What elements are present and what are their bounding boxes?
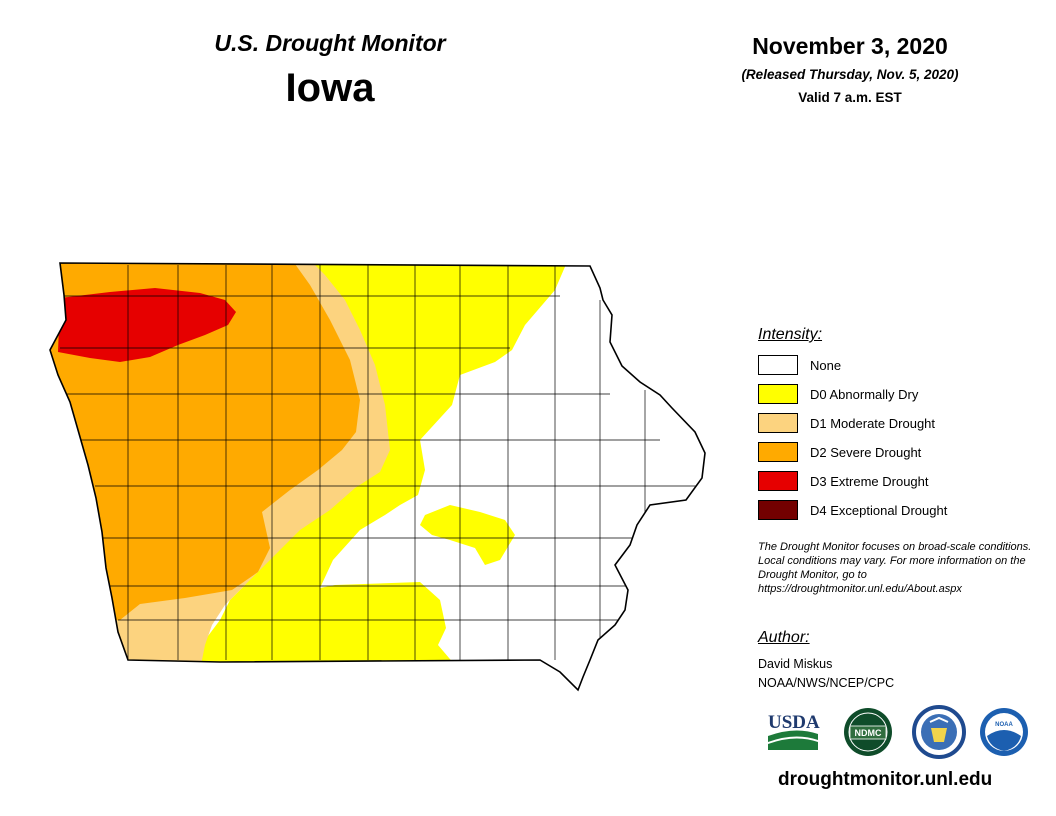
legend-label: D4 Exceptional Drought: [810, 502, 948, 518]
legend-item-d4: D4 Exceptional Drought: [758, 499, 947, 521]
state-title: Iowa: [285, 66, 375, 110]
legend-swatch: [758, 413, 798, 433]
legend-swatch: [758, 471, 798, 491]
legend-label: D1 Moderate Drought: [810, 415, 936, 431]
disclaimer-note: The Drought Monitor focuses on broad-sca…: [758, 541, 1032, 595]
iowa-drought-map: [49, 262, 706, 692]
legend-heading: Intensity:: [758, 326, 823, 343]
legend-swatch: [758, 355, 798, 375]
agency-logos: USDA NDMC NOAA: [768, 705, 1028, 759]
valid-time: Valid 7 a.m. EST: [798, 90, 902, 105]
legend-item-d1: D1 Moderate Drought: [758, 412, 935, 434]
legend-item-d3: D3 Extreme Drought: [758, 470, 929, 492]
author-org: NOAA/NWS/NCEP/CPC: [758, 676, 895, 690]
svg-text:USDA: USDA: [768, 712, 820, 733]
usda-logo: USDA: [768, 712, 820, 750]
legend-swatch: [758, 384, 798, 404]
ndmc-logo: NDMC: [844, 708, 892, 756]
legend-label: D3 Extreme Drought: [810, 473, 929, 489]
area-d0: [200, 263, 570, 668]
svg-text:NOAA: NOAA: [995, 722, 1013, 728]
legend-item-none: None: [758, 354, 841, 376]
svg-text:NDMC: NDMC: [855, 728, 882, 738]
area-d0-central: [420, 505, 515, 565]
map-date: November 3, 2020: [752, 33, 948, 59]
commerce-seal-logo: [912, 705, 966, 759]
iowa-outline: [49, 262, 706, 692]
area-d3: [58, 288, 236, 362]
legend-label: D2 Severe Drought: [810, 444, 922, 460]
legend-swatch: [758, 442, 798, 462]
legend-item-d2: D2 Severe Drought: [758, 441, 921, 463]
legend-swatch: [758, 500, 798, 520]
author-name: David Miskus: [758, 657, 833, 671]
author-heading: Author:: [758, 629, 810, 646]
release-date: (Released Thursday, Nov. 5, 2020): [741, 67, 959, 82]
noaa-logo: NOAA: [980, 708, 1028, 756]
legend-item-d0: D0 Abnormally Dry: [758, 383, 918, 405]
legend-label: D0 Abnormally Dry: [810, 386, 919, 402]
website-link[interactable]: droughtmonitor.unl.edu: [778, 769, 993, 790]
product-title: U.S. Drought Monitor: [214, 30, 446, 56]
drought-areas: [50, 263, 705, 690]
county-lines: [60, 265, 700, 660]
legend-label: None: [810, 357, 842, 373]
